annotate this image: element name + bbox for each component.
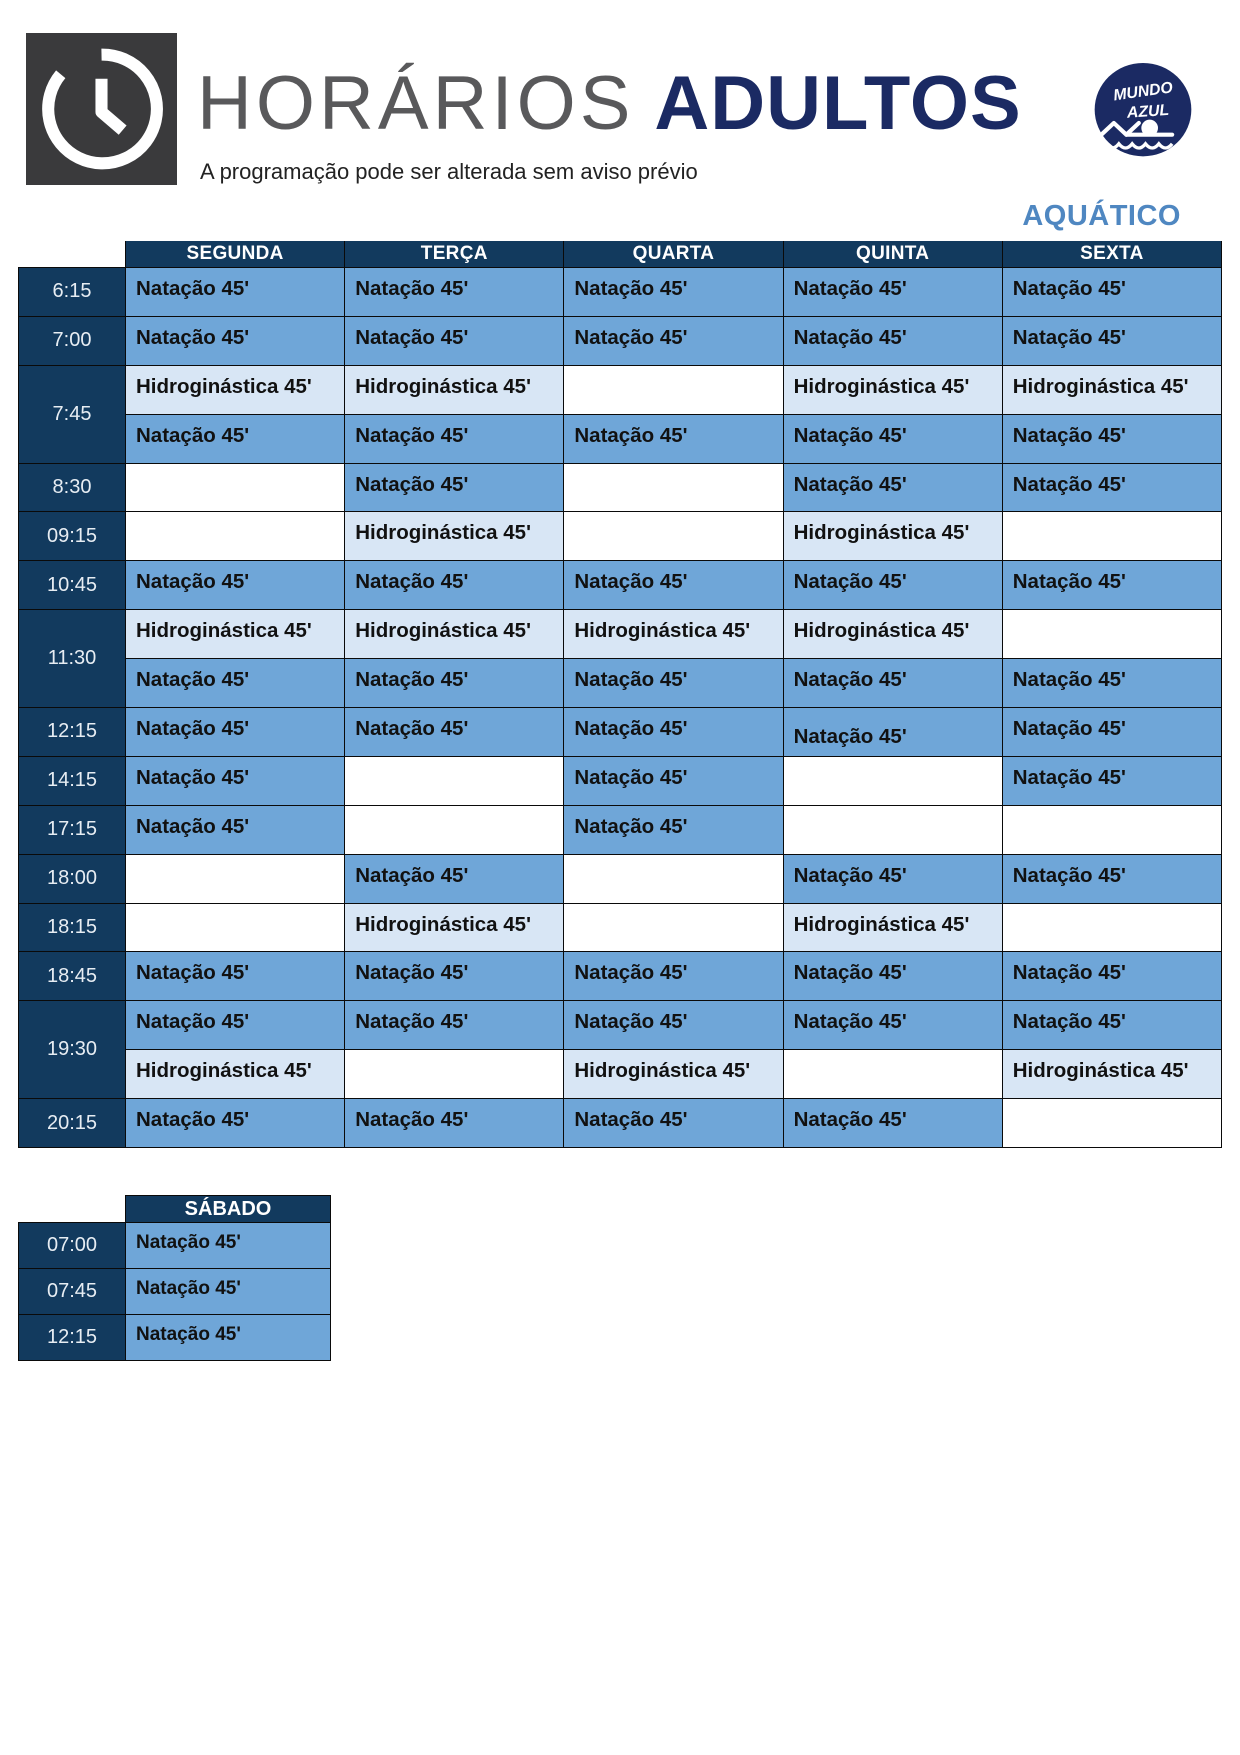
svg-text:AZUL: AZUL (1125, 102, 1169, 122)
